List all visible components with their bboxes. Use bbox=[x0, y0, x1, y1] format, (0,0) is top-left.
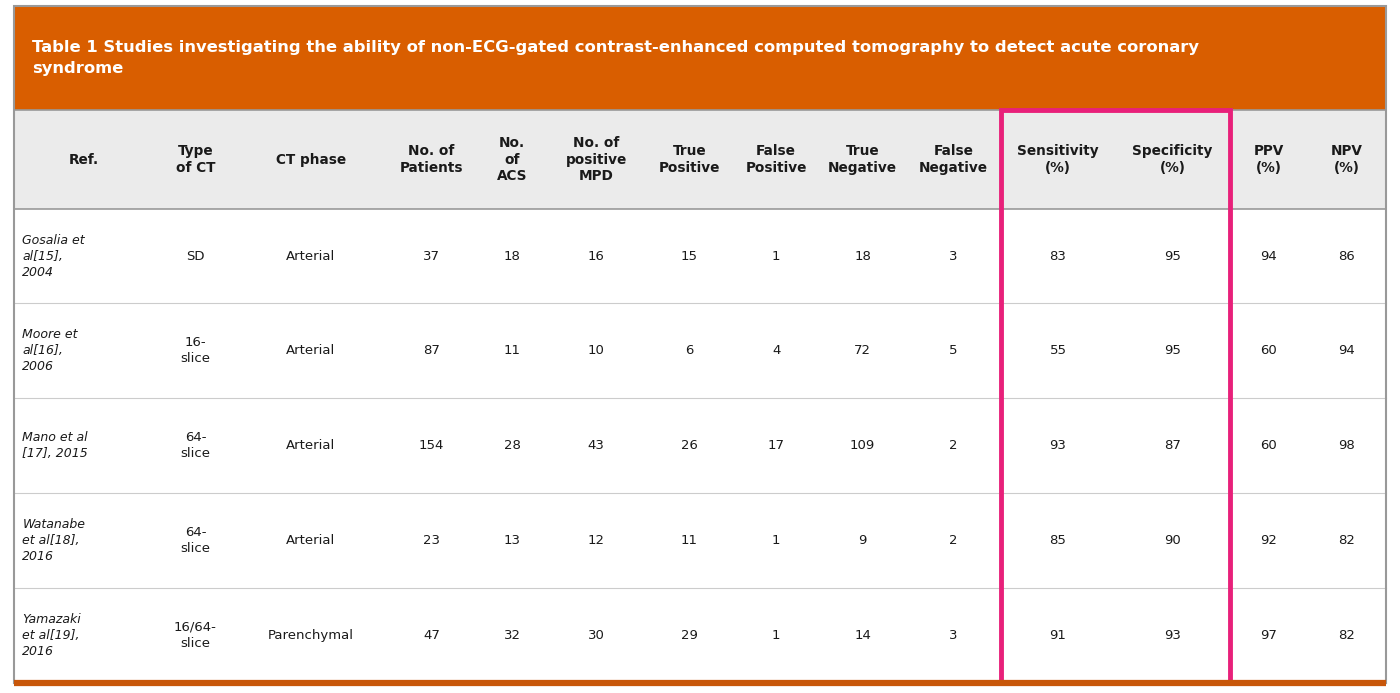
Text: Moore et
al[16],
2006: Moore et al[16], 2006 bbox=[22, 328, 78, 374]
Text: 32: 32 bbox=[504, 629, 521, 642]
Text: 16: 16 bbox=[588, 249, 605, 263]
Text: 9: 9 bbox=[858, 534, 867, 547]
Text: 17: 17 bbox=[767, 439, 784, 452]
Bar bbox=[14, 6, 1386, 110]
Text: 18: 18 bbox=[854, 249, 871, 263]
Text: 60: 60 bbox=[1260, 344, 1277, 358]
Text: False
Negative: False Negative bbox=[918, 144, 988, 175]
Text: Yamazaki
et al[19],
2016: Yamazaki et al[19], 2016 bbox=[22, 613, 81, 658]
Text: Arterial: Arterial bbox=[286, 249, 335, 263]
Text: 55: 55 bbox=[1050, 344, 1067, 358]
Text: True
Negative: True Negative bbox=[829, 144, 897, 175]
Text: 93: 93 bbox=[1163, 629, 1180, 642]
Text: SD: SD bbox=[186, 249, 204, 263]
Text: 85: 85 bbox=[1050, 534, 1067, 547]
Text: 47: 47 bbox=[423, 629, 440, 642]
Text: 12: 12 bbox=[588, 534, 605, 547]
Text: Arterial: Arterial bbox=[286, 534, 335, 547]
Text: Mano et al
[17], 2015: Mano et al [17], 2015 bbox=[22, 431, 88, 460]
Text: 97: 97 bbox=[1260, 629, 1277, 642]
Text: 64-
slice: 64- slice bbox=[181, 431, 210, 460]
Bar bbox=[14, 304, 1386, 398]
Text: 64-
slice: 64- slice bbox=[181, 526, 210, 555]
Text: 29: 29 bbox=[680, 629, 699, 642]
Text: 5: 5 bbox=[949, 344, 958, 358]
Text: 91: 91 bbox=[1050, 629, 1067, 642]
Text: 95: 95 bbox=[1163, 344, 1180, 358]
Text: 60: 60 bbox=[1260, 439, 1277, 452]
Text: Arterial: Arterial bbox=[286, 344, 335, 358]
Bar bbox=[14, 110, 1386, 209]
Text: 82: 82 bbox=[1338, 629, 1355, 642]
Text: 26: 26 bbox=[680, 439, 699, 452]
Bar bbox=[14, 493, 1386, 588]
Text: 93: 93 bbox=[1050, 439, 1067, 452]
Text: Sensitivity
(%): Sensitivity (%) bbox=[1018, 144, 1099, 175]
Bar bbox=[14, 588, 1386, 683]
Text: 2: 2 bbox=[949, 439, 958, 452]
Text: 87: 87 bbox=[423, 344, 440, 358]
Text: 95: 95 bbox=[1163, 249, 1180, 263]
Text: 94: 94 bbox=[1260, 249, 1277, 263]
Text: 1: 1 bbox=[771, 534, 780, 547]
Text: No. of
positive
MPD: No. of positive MPD bbox=[566, 136, 627, 184]
Text: 154: 154 bbox=[419, 439, 444, 452]
Text: Parenchymal: Parenchymal bbox=[267, 629, 354, 642]
Text: Table 1 Studies investigating the ability of non-ECG-gated contrast-enhanced com: Table 1 Studies investigating the abilit… bbox=[32, 40, 1200, 76]
Text: 87: 87 bbox=[1163, 439, 1180, 452]
Text: 18: 18 bbox=[504, 249, 521, 263]
Text: CT phase: CT phase bbox=[276, 152, 346, 166]
Bar bbox=[14, 398, 1386, 493]
Text: True
Positive: True Positive bbox=[659, 144, 720, 175]
Text: 72: 72 bbox=[854, 344, 871, 358]
Text: 16/64-
slice: 16/64- slice bbox=[174, 621, 217, 650]
Text: 30: 30 bbox=[588, 629, 605, 642]
Text: 15: 15 bbox=[680, 249, 699, 263]
Text: NPV
(%): NPV (%) bbox=[1331, 144, 1362, 175]
Text: 94: 94 bbox=[1338, 344, 1355, 358]
Text: 83: 83 bbox=[1050, 249, 1067, 263]
Text: 6: 6 bbox=[686, 344, 694, 358]
Text: 3: 3 bbox=[949, 249, 958, 263]
Text: 28: 28 bbox=[504, 439, 521, 452]
Text: 1: 1 bbox=[771, 249, 780, 263]
Text: 3: 3 bbox=[949, 629, 958, 642]
Text: Ref.: Ref. bbox=[69, 152, 99, 166]
Text: 23: 23 bbox=[423, 534, 440, 547]
Text: PPV
(%): PPV (%) bbox=[1253, 144, 1284, 175]
Text: 109: 109 bbox=[850, 439, 875, 452]
Text: 11: 11 bbox=[504, 344, 521, 358]
Text: Watanabe
et al[18],
2016: Watanabe et al[18], 2016 bbox=[22, 518, 85, 563]
Text: 90: 90 bbox=[1163, 534, 1180, 547]
Text: 82: 82 bbox=[1338, 534, 1355, 547]
Text: Gosalia et
al[15],
2004: Gosalia et al[15], 2004 bbox=[22, 234, 85, 279]
Bar bbox=[1001, 110, 1229, 683]
Text: 14: 14 bbox=[854, 629, 871, 642]
Text: Type
of CT: Type of CT bbox=[175, 144, 216, 175]
Text: 98: 98 bbox=[1338, 439, 1355, 452]
Text: 13: 13 bbox=[504, 534, 521, 547]
Text: 86: 86 bbox=[1338, 249, 1355, 263]
Text: 37: 37 bbox=[423, 249, 440, 263]
Text: False
Positive: False Positive bbox=[745, 144, 806, 175]
Text: No.
of
ACS: No. of ACS bbox=[497, 136, 528, 184]
Text: 16-
slice: 16- slice bbox=[181, 336, 210, 365]
Text: 4: 4 bbox=[771, 344, 780, 358]
Text: 10: 10 bbox=[588, 344, 605, 358]
Text: 2: 2 bbox=[949, 534, 958, 547]
Text: 1: 1 bbox=[771, 629, 780, 642]
Text: No. of
Patients: No. of Patients bbox=[399, 144, 463, 175]
Text: 43: 43 bbox=[588, 439, 605, 452]
Text: 11: 11 bbox=[680, 534, 699, 547]
Text: Arterial: Arterial bbox=[286, 439, 335, 452]
Text: 92: 92 bbox=[1260, 534, 1277, 547]
Bar bbox=[14, 209, 1386, 304]
Text: Specificity
(%): Specificity (%) bbox=[1133, 144, 1212, 175]
